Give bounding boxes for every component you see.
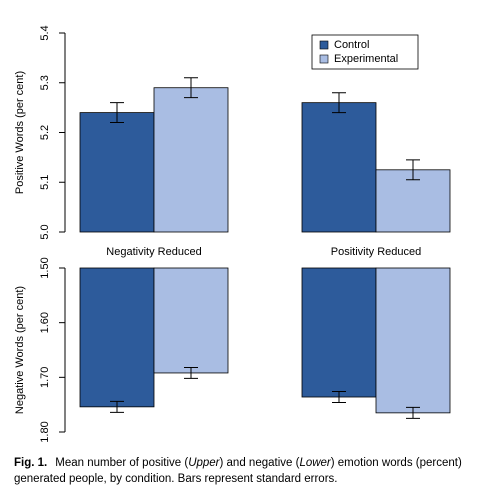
error-bar xyxy=(406,406,420,419)
y-axis-label: Negative Words (per cent) xyxy=(14,286,26,414)
legend-swatch xyxy=(319,40,329,50)
caption-text: ) and negative ( xyxy=(219,457,300,469)
y-tick-label: 5.0 xyxy=(39,224,51,239)
caption-text: ) emotion words (percent) generated peop… xyxy=(14,457,462,485)
error-bar xyxy=(332,92,346,114)
y-tick-label: 5.3 xyxy=(39,75,51,90)
y-tick-label: 1.70 xyxy=(39,367,51,388)
bar xyxy=(153,87,229,233)
bar xyxy=(301,267,377,398)
category-label: Negativity Reduced xyxy=(106,246,201,258)
error-bar xyxy=(332,391,346,403)
error-bar xyxy=(110,102,124,124)
error-bar xyxy=(184,366,198,379)
y-tick-label: 1.80 xyxy=(39,421,51,442)
y-axis-label: Positive Words (per cent) xyxy=(14,71,26,194)
error-bar xyxy=(184,77,198,99)
legend-swatch xyxy=(319,54,329,64)
legend-label: Control xyxy=(334,39,369,51)
caption: Fig. 1. Mean number of positive (Upper) a… xyxy=(14,455,484,487)
bar xyxy=(79,112,155,233)
legend-box xyxy=(311,34,419,70)
bar xyxy=(301,102,377,233)
caption-text: Mean number of positive ( xyxy=(55,457,189,469)
y-tick-label: 1.50 xyxy=(39,257,51,278)
y-tick-label: 5.4 xyxy=(39,25,51,40)
chart: 5.0 5.1 5.2 5.3 5.4 Positive Words (per cent)… xyxy=(14,25,451,443)
error-bar xyxy=(406,159,420,181)
category-label: Positivity Reduced xyxy=(331,246,422,258)
y-tick-label: 5.1 xyxy=(39,175,51,190)
bar xyxy=(375,267,451,414)
bar xyxy=(153,267,229,374)
legend-label: Experimental xyxy=(334,53,398,65)
y-tick-label: 5.2 xyxy=(39,125,51,140)
error-bar xyxy=(110,400,124,413)
y-tick-label: 1.60 xyxy=(39,312,51,333)
caption-label: Fig. 1. xyxy=(14,457,48,469)
caption-text: Upper xyxy=(188,457,220,469)
caption-text: Lower xyxy=(299,457,331,469)
bar xyxy=(79,267,155,408)
